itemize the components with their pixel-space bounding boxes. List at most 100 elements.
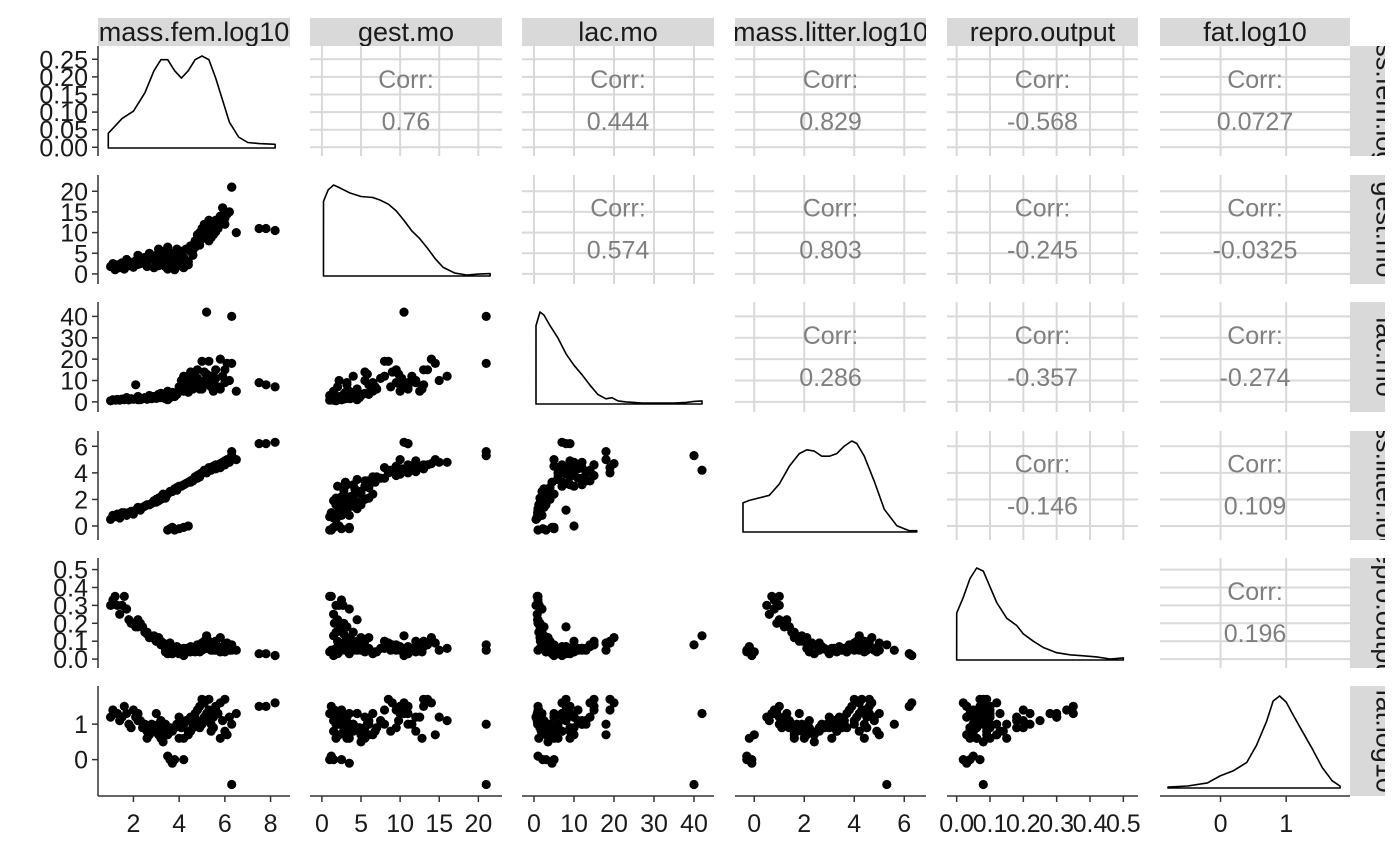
corr-label: Corr: <box>378 66 434 94</box>
scatter-point <box>333 636 343 646</box>
panel-1-4: Corr: -0.245 <box>947 175 1138 284</box>
scatter-point <box>609 633 619 643</box>
corr-label: Corr: <box>1015 451 1071 479</box>
x-tick-label: 2 <box>126 810 140 838</box>
scatter-point <box>874 730 884 740</box>
y-tick-label: 1 <box>74 711 88 739</box>
corr-label: Corr: <box>1015 322 1071 350</box>
corr-value: 0.803 <box>799 237 862 265</box>
right-strip-bg <box>1350 431 1385 540</box>
scatter-point <box>165 249 175 259</box>
scatter-point <box>553 472 563 482</box>
scatter-point <box>857 705 867 715</box>
scatter-point <box>968 705 978 715</box>
scatter-point <box>386 645 396 655</box>
scatter-point <box>119 701 129 712</box>
scatter-point <box>117 258 127 268</box>
y-tick-label: 0.5 <box>53 557 88 585</box>
scatter-point <box>422 460 433 470</box>
scatter-point <box>231 708 241 719</box>
scatter-point <box>565 726 575 736</box>
panel-5-1 <box>325 694 491 790</box>
x-tick-label: 0.1 <box>973 810 1008 838</box>
scatter-point <box>202 369 212 379</box>
scatter-point <box>569 636 579 646</box>
top-strip-label: gest.mo <box>358 17 454 47</box>
scatter-point <box>331 627 341 637</box>
corr-label: Corr: <box>1015 66 1071 94</box>
scatter-point <box>543 719 553 729</box>
scatter-point <box>992 698 1002 708</box>
scatter-point <box>832 726 842 736</box>
scatter-point <box>179 755 189 765</box>
density-curve <box>742 440 918 533</box>
scatter-point <box>968 712 978 722</box>
scatter-point <box>117 394 127 404</box>
panel-4-4 <box>955 567 1125 661</box>
scatter-point <box>204 705 214 715</box>
scatter-point <box>804 723 814 733</box>
scatter-point <box>889 645 899 655</box>
scatter-point <box>767 708 777 719</box>
scatter-point <box>549 455 559 465</box>
corr-value: 0.574 <box>587 237 650 265</box>
y-tick-label: 10 <box>60 368 88 396</box>
x-tick-label: 40 <box>680 810 708 838</box>
scatter-point <box>215 384 225 394</box>
scatter-point <box>227 311 237 321</box>
scatter-point <box>338 600 348 611</box>
right-strip-bg <box>1350 686 1385 796</box>
scatter-point <box>481 447 491 457</box>
panel-5-4 <box>958 694 1078 790</box>
scatter-point <box>170 755 180 765</box>
corr-value: 0.76 <box>382 108 431 136</box>
scatter-point <box>859 733 869 743</box>
scatter-point <box>204 356 214 366</box>
scatter-point <box>165 393 175 403</box>
scatter-point <box>222 730 232 740</box>
scatter-point <box>270 225 280 236</box>
scatter-point <box>231 386 241 396</box>
x-tick-label: 0.3 <box>1039 810 1074 838</box>
scatter-point <box>411 726 421 736</box>
scatter-point <box>985 712 995 722</box>
scatter-point <box>399 437 409 447</box>
scatter-point <box>215 647 225 657</box>
panel-2-2 <box>535 311 703 405</box>
scatter-point <box>577 457 587 467</box>
panel-0-4: Corr: -0.568 <box>947 46 1138 156</box>
scatter-point <box>372 472 382 482</box>
panel-4-5: Corr: 0.196 <box>1160 558 1350 668</box>
corr-label: Corr: <box>1227 195 1283 223</box>
scatter-point <box>809 737 819 747</box>
panel-4-1 <box>325 591 491 661</box>
scatter-point <box>204 694 214 704</box>
panel-1-0 <box>106 182 280 275</box>
scatter-point <box>376 716 386 726</box>
scatter-point <box>325 512 335 522</box>
top-strip-group: mass.litter.log10 <box>735 18 926 46</box>
y-tick-label: 0 <box>74 261 88 289</box>
scatter-point <box>797 719 807 729</box>
scatter-point <box>376 373 386 383</box>
scatter-point <box>142 733 152 743</box>
scatter-point <box>224 645 234 655</box>
top-strip-bg <box>98 18 290 46</box>
scatter-point <box>362 719 372 729</box>
panel-0-2: Corr: 0.444 <box>522 46 714 156</box>
scatter-point <box>862 723 872 733</box>
corr-value: 0.109 <box>1224 493 1287 521</box>
scatter-point <box>211 373 221 383</box>
scatter-point <box>601 638 611 648</box>
scatter-point <box>154 719 164 729</box>
scatter-point <box>186 382 196 392</box>
density-curve <box>107 55 276 149</box>
panel-4-2 <box>531 591 707 661</box>
scatter-point <box>749 730 759 740</box>
x-tick-label: 4 <box>847 810 861 838</box>
corr-value: -0.245 <box>1007 237 1078 265</box>
scatter-point <box>362 645 372 655</box>
scatter-point <box>397 645 407 655</box>
right-strip-group: fat.log10 <box>1371 689 1386 793</box>
scatter-point <box>172 485 182 495</box>
